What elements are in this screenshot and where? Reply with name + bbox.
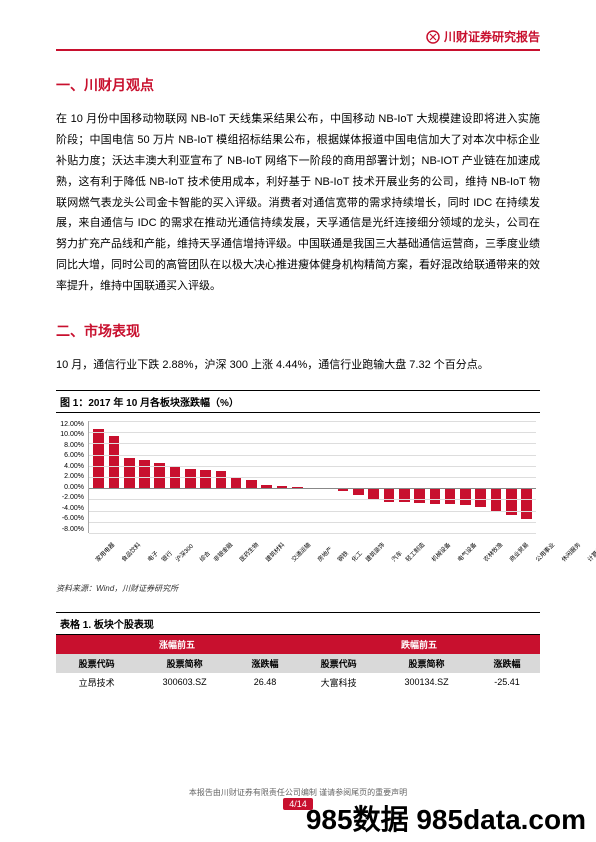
bar — [475, 488, 486, 506]
brand-logo-icon — [426, 30, 440, 44]
table-column-header: 股票代码 — [56, 654, 137, 673]
bar — [445, 488, 456, 504]
x-tick-label: 公用事业 — [533, 540, 563, 570]
y-tick-label: 10.00% — [60, 431, 84, 438]
section-1-heading: 一、川财月观点 — [56, 75, 540, 95]
figure-title: 图 1：2017 年 10 月各板块涨跌幅（%） — [56, 390, 540, 413]
y-tick-label: 6.00% — [60, 452, 84, 459]
bar-chart: 12.00% 10.00% 8.00% 6.00% 4.00% 2.00% 0.00% -2.… — [56, 413, 540, 573]
bar — [521, 488, 532, 519]
table-section-right: 跌幅前五 — [298, 635, 540, 654]
zero-line — [89, 488, 536, 489]
bar — [231, 477, 242, 488]
y-tick-label: 8.00% — [60, 442, 84, 449]
table-column-header: 涨跌幅 — [232, 654, 298, 673]
y-tick-label: -2.00% — [60, 494, 84, 501]
bar — [430, 488, 441, 504]
figure-1: 图 1：2017 年 10 月各板块涨跌幅（%） 12.00% 10.00% 8.0… — [56, 390, 540, 594]
bar — [200, 470, 211, 488]
bar — [216, 471, 227, 488]
grid-line — [89, 421, 536, 422]
table-cell: 300603.SZ — [137, 673, 232, 692]
grid-line — [89, 499, 536, 500]
x-tick-label: 计算机 — [585, 544, 596, 569]
bar — [353, 488, 364, 495]
table-cell: 大富科技 — [298, 673, 379, 692]
grid-line — [89, 511, 536, 512]
plot-area — [88, 421, 536, 533]
table-column-header: 股票代码 — [298, 654, 379, 673]
grid-line — [89, 443, 536, 444]
grid-line — [89, 477, 536, 478]
table-cell: 立昂技术 — [56, 673, 137, 692]
table-cell: 300134.SZ — [379, 673, 474, 692]
grid-line — [89, 432, 536, 433]
grid-line — [89, 466, 536, 467]
grid-line — [89, 455, 536, 456]
table-column-header: 涨跌幅 — [474, 654, 540, 673]
figure-source: 资料来源：Wind，川财证券研究所 — [56, 583, 540, 594]
y-tick-label: 4.00% — [60, 463, 84, 470]
section-2-heading: 二、市场表现 — [56, 321, 540, 341]
report-header: 川财证券研究报告 — [56, 28, 540, 45]
table-section-left: 涨幅前五 — [56, 635, 298, 654]
bar — [246, 480, 257, 488]
section-1-body: 在 10 月份中国移动物联网 NB-IoT 天线集采结果公布，中国移动 NB-I… — [56, 109, 540, 297]
y-tick-label: 0.00% — [60, 484, 84, 491]
table-cell: -25.41 — [474, 673, 540, 692]
bar — [414, 488, 425, 503]
y-tick-label: -6.00% — [60, 515, 84, 522]
table-1: 表格 1. 板块个股表现 涨幅前五 跌幅前五 股票代码股票简称涨跌幅股票代码股票… — [56, 612, 540, 692]
table-column-header: 股票简称 — [379, 654, 474, 673]
y-tick-label: 2.00% — [60, 473, 84, 480]
table-column-header: 股票简称 — [137, 654, 232, 673]
grid-line — [89, 522, 536, 523]
bar — [154, 463, 165, 488]
bar — [139, 460, 150, 488]
section-2-body: 10 月，通信行业下跌 2.88%，沪深 300 上涨 4.44%，通信行业跑输… — [56, 355, 540, 376]
header-divider — [56, 49, 540, 51]
bar — [185, 469, 196, 489]
y-tick-label: 12.00% — [60, 421, 84, 428]
grid-line — [89, 533, 536, 534]
x-axis-labels: 家用电器食品饮料电子银行沪深300综合非银金融医药生物建筑材料交通运输房地产钢铁… — [88, 551, 536, 569]
report-brand-title: 川财证券研究报告 — [444, 28, 540, 45]
watermark: 985数据 985data.com — [306, 798, 586, 838]
bar — [93, 429, 104, 488]
y-axis-labels: 12.00% 10.00% 8.00% 6.00% 4.00% 2.00% 0.00% -2.… — [60, 421, 88, 533]
y-tick-label: -8.00% — [60, 526, 84, 533]
table-cell: 26.48 — [232, 673, 298, 692]
bar — [124, 458, 135, 488]
x-tick-label: 休闲服务 — [559, 540, 589, 570]
table-title: 表格 1. 板块个股表现 — [56, 612, 540, 635]
bar — [460, 488, 471, 505]
y-tick-label: -4.00% — [60, 505, 84, 512]
